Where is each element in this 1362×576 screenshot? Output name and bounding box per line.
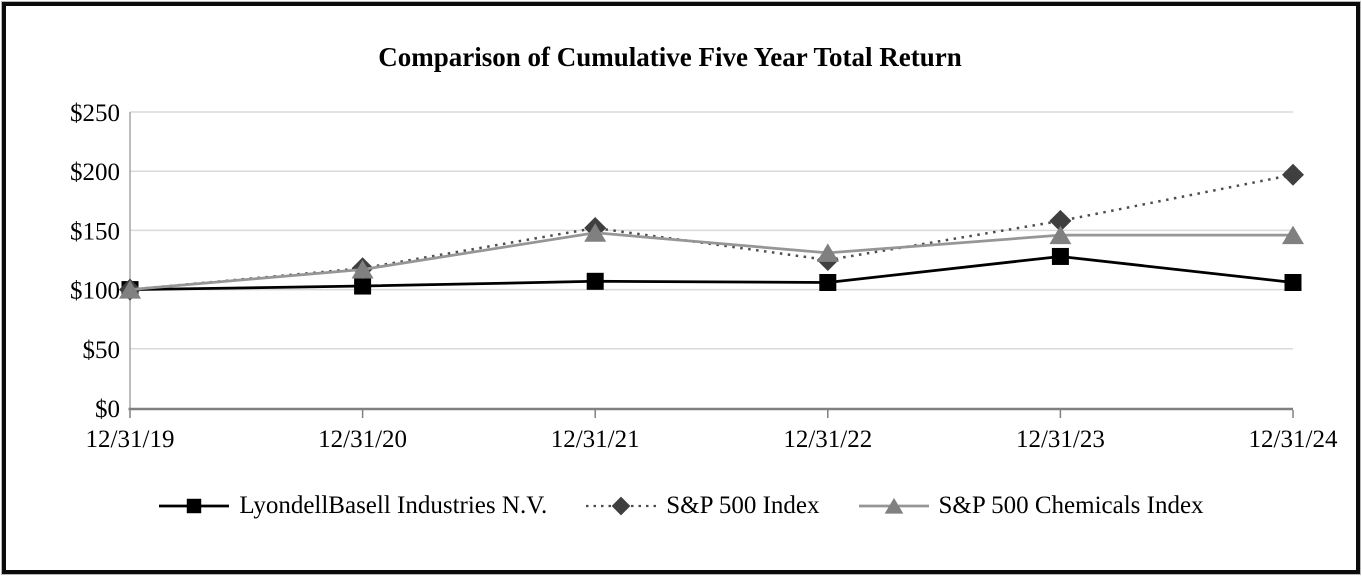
y-tick-label: $50 <box>83 337 121 364</box>
chart-legend: LyondellBasell Industries N.V. S&P 500 I… <box>0 492 1362 520</box>
diamond-marker-icon <box>1049 209 1072 232</box>
legend-label-lyondellbasell: LyondellBasell Industries N.V. <box>239 492 548 519</box>
x-tick-label: 12/31/19 <box>86 426 175 453</box>
series-line-lyondellbasell-industries-n-v <box>129 255 1294 291</box>
y-tick-label: $250 <box>70 100 120 127</box>
square-marker-icon <box>1051 247 1069 265</box>
diamond-marker-icon <box>611 496 631 516</box>
triangle-marker-icon <box>119 280 141 299</box>
square-marker-icon <box>1284 273 1302 291</box>
square-marker-icon <box>586 272 604 290</box>
x-tick-label: 12/31/24 <box>1249 426 1338 453</box>
square-marker-icon <box>819 273 837 291</box>
square-marker-icon <box>187 498 202 514</box>
x-tick-label: 12/31/22 <box>783 426 872 453</box>
triangle-marker-icon <box>1049 225 1072 245</box>
y-tick-label: $150 <box>70 218 120 245</box>
series-line-s-p-500-index <box>129 173 1294 291</box>
series-line-s-p-500-chemicals-index <box>129 231 1293 291</box>
legend-item-sp500-index: S&P 500 Index <box>585 492 820 520</box>
triangle-marker-icon <box>351 259 374 279</box>
triangle-marker-icon <box>884 497 903 514</box>
triangle-marker-icon <box>816 243 839 262</box>
x-tick-label: 12/31/23 <box>1016 426 1105 453</box>
legend-item-sp500-chemicals: S&P 500 Chemicals Index <box>858 492 1204 520</box>
y-tick-label: $200 <box>70 159 120 186</box>
x-tick-label: 12/31/21 <box>551 426 640 453</box>
chart-title: Comparison of Cumulative Five Year Total… <box>378 42 962 72</box>
legend-label-sp500-index: S&P 500 Index <box>666 492 820 519</box>
x-tick-label: 12/31/20 <box>318 426 407 453</box>
sp500-chemicals-series-swatch-icon <box>858 497 929 514</box>
square-marker-icon <box>354 277 372 295</box>
legend-label-sp500-chemicals: S&P 500 Chemicals Index <box>938 492 1204 519</box>
triangle-marker-icon <box>1282 225 1304 245</box>
y-tick-label: $0 <box>95 396 120 423</box>
sp500-index-series-swatch-icon <box>586 496 657 516</box>
legend-item-lyondellbasell: LyondellBasell Industries N.V. <box>158 492 547 520</box>
triangle-marker-icon <box>584 223 607 242</box>
diamond-marker-icon <box>1282 163 1304 186</box>
y-tick-label: $100 <box>70 278 120 305</box>
lyondellbasell-series-swatch-icon <box>159 498 230 514</box>
